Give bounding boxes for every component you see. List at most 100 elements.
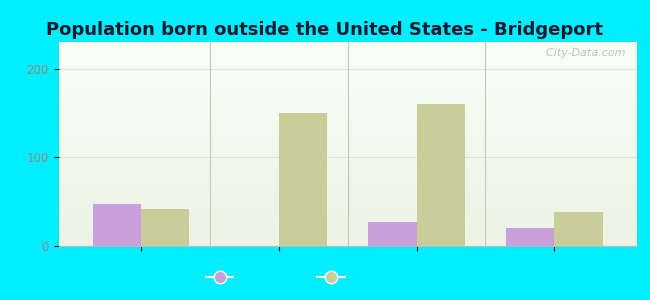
Bar xyxy=(58,189,637,191)
Bar xyxy=(58,234,637,236)
Bar xyxy=(58,244,637,246)
Bar xyxy=(58,97,637,99)
Bar xyxy=(58,116,637,118)
Bar xyxy=(58,70,637,73)
Bar xyxy=(58,64,637,67)
Bar xyxy=(58,183,637,185)
Bar xyxy=(58,144,637,146)
Bar xyxy=(58,93,637,95)
Bar xyxy=(58,140,637,142)
Bar xyxy=(58,46,637,48)
Bar xyxy=(93,204,141,246)
Text: City-Data.com: City-Data.com xyxy=(539,48,625,58)
Bar xyxy=(58,105,637,107)
Bar xyxy=(58,107,637,109)
Bar xyxy=(58,119,637,122)
Bar xyxy=(58,232,637,234)
Bar xyxy=(58,172,637,175)
Bar xyxy=(58,191,637,193)
Bar xyxy=(58,179,637,181)
Bar xyxy=(58,220,637,221)
Bar xyxy=(58,128,637,130)
Bar xyxy=(58,111,637,113)
Bar xyxy=(58,48,637,50)
Bar xyxy=(58,167,637,169)
Bar xyxy=(58,122,637,124)
Bar xyxy=(58,170,637,172)
Bar xyxy=(58,162,637,164)
Bar xyxy=(58,228,637,230)
Bar xyxy=(58,175,637,177)
Bar xyxy=(58,238,637,240)
Bar xyxy=(58,152,637,154)
Bar xyxy=(58,85,637,87)
Bar xyxy=(58,75,637,77)
Text: Population born outside the United States - Bridgeport: Population born outside the United State… xyxy=(47,21,603,39)
Bar xyxy=(58,68,637,70)
Bar xyxy=(58,138,637,140)
Bar xyxy=(58,56,637,58)
Bar xyxy=(58,113,637,116)
Bar xyxy=(58,126,637,128)
Bar xyxy=(58,99,637,101)
Bar xyxy=(58,209,637,211)
Bar xyxy=(58,205,637,207)
Bar xyxy=(58,236,637,238)
Bar xyxy=(58,91,637,93)
Bar xyxy=(58,185,637,187)
Bar xyxy=(58,42,637,44)
Bar xyxy=(58,169,637,170)
Bar xyxy=(58,52,637,54)
Bar xyxy=(58,87,637,89)
Bar xyxy=(58,54,637,56)
Bar xyxy=(58,197,637,199)
Bar xyxy=(58,89,637,91)
Bar xyxy=(58,148,637,150)
Bar xyxy=(58,150,637,152)
Bar xyxy=(58,221,637,224)
Bar xyxy=(58,130,637,132)
Bar xyxy=(58,181,637,183)
Bar xyxy=(58,109,637,111)
Bar xyxy=(58,95,637,97)
Bar xyxy=(58,195,637,197)
Bar xyxy=(58,164,637,166)
Bar xyxy=(58,230,637,232)
Bar xyxy=(58,226,637,228)
Bar xyxy=(58,203,637,205)
Bar xyxy=(58,211,637,213)
Bar xyxy=(58,224,637,226)
Bar xyxy=(58,177,637,179)
Bar xyxy=(58,215,637,217)
Bar xyxy=(58,156,637,158)
Bar xyxy=(58,146,637,148)
Bar xyxy=(58,136,637,138)
Bar xyxy=(58,142,637,144)
Bar xyxy=(279,113,327,246)
Bar xyxy=(369,222,417,246)
Bar xyxy=(58,201,637,203)
Bar xyxy=(417,104,465,246)
Bar xyxy=(141,209,189,246)
Bar xyxy=(58,193,637,195)
Bar xyxy=(58,218,637,220)
Bar xyxy=(58,187,637,189)
Bar xyxy=(554,212,603,246)
Bar xyxy=(58,103,637,105)
Bar xyxy=(58,160,637,162)
Bar xyxy=(58,158,637,160)
Bar xyxy=(58,124,637,126)
Bar xyxy=(58,207,637,209)
Bar xyxy=(58,50,637,52)
Bar xyxy=(58,60,637,62)
Bar xyxy=(58,81,637,83)
Bar xyxy=(58,240,637,242)
Bar xyxy=(58,154,637,156)
Bar xyxy=(58,58,637,60)
Bar xyxy=(58,79,637,81)
Bar xyxy=(58,132,637,134)
Legend: Native, Foreign-born: Native, Foreign-born xyxy=(200,265,450,290)
Bar xyxy=(58,118,637,119)
Bar xyxy=(58,44,637,46)
Bar xyxy=(58,134,637,136)
